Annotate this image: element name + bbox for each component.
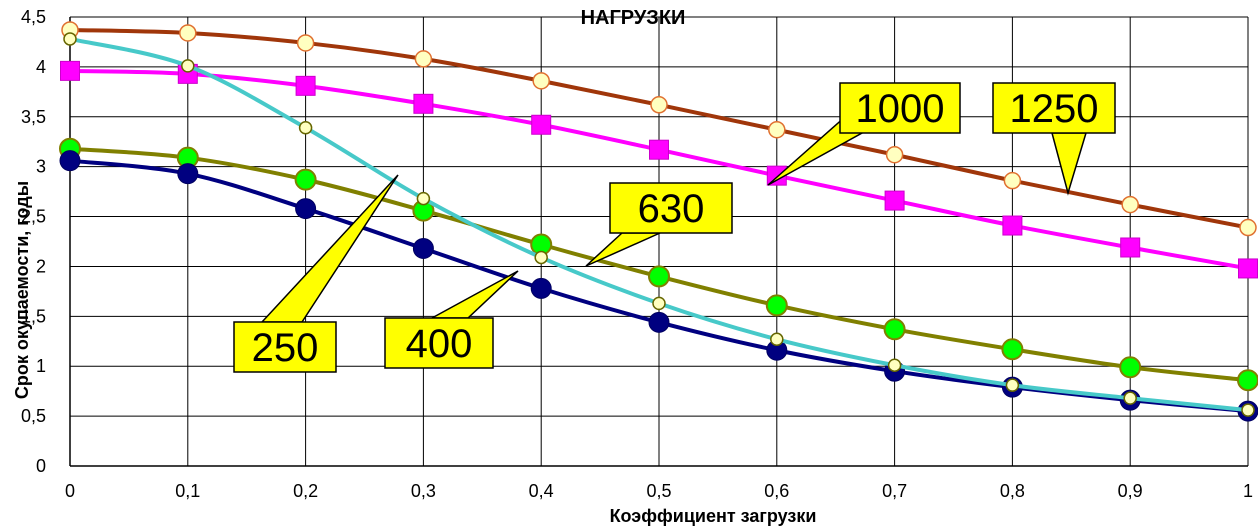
data-point-1250 (650, 96, 668, 114)
data-point-1000 (531, 114, 552, 135)
series-line-250 (69, 37, 1249, 413)
data-point-250 (181, 59, 195, 73)
callout-pointer (260, 174, 399, 323)
axes (69, 17, 1248, 467)
data-point-1000 (649, 139, 669, 160)
callout-630: 630 (585, 182, 733, 267)
data-point-1000 (1238, 258, 1258, 279)
x-tick-label: 0,3 (411, 481, 436, 501)
x-tick-label: 0 (65, 481, 75, 501)
data-point-400 (295, 198, 317, 220)
x-tick-label: 0,5 (646, 481, 671, 501)
data-point-1250 (768, 120, 786, 139)
callout-400: 400 (384, 270, 519, 369)
callout-box (233, 321, 337, 373)
chart-title: НАГРУЗКИ (581, 7, 686, 29)
data-point-1250 (1239, 218, 1257, 237)
data-point-1250 (885, 145, 904, 164)
callout-label: 1250 (1010, 87, 1099, 131)
x-tick-label: 0,6 (764, 481, 789, 501)
data-point-630 (765, 294, 788, 317)
data-point-250 (534, 250, 548, 265)
y-tick-label: 3,5 (21, 107, 46, 127)
series-250 (63, 32, 1255, 417)
x-tick-label: 0,9 (1118, 481, 1143, 501)
data-point-250 (1123, 391, 1137, 405)
data-point-630 (1001, 338, 1024, 361)
data-point-1250 (179, 24, 197, 42)
x-tick-label: 0,7 (882, 481, 907, 501)
x-tick-labels: 0 0,1 0,2 0,3 0,4 0,5 0,6 0,7 0,8 0,9 1 (65, 481, 1253, 501)
callout-label: 400 (406, 322, 473, 366)
data-point-630 (1119, 356, 1142, 379)
y-tick-label: 1,5 (21, 306, 46, 326)
callout-box (384, 317, 494, 369)
y-tick-label: 3 (36, 157, 46, 177)
series-1000 (60, 60, 1258, 279)
callout-label: 250 (252, 326, 319, 370)
data-point-250 (298, 121, 313, 135)
data-point-1250 (532, 72, 550, 90)
x-tick-label: 1 (1243, 481, 1253, 501)
data-point-250 (63, 32, 77, 46)
callout-pointer (585, 232, 661, 267)
y-tick-label: 0 (36, 456, 46, 476)
callout-pointer (431, 270, 519, 319)
x-tick-label: 0,2 (293, 481, 318, 501)
data-point-400 (648, 311, 670, 333)
callout-1000: 1000 (767, 82, 961, 186)
data-point-1000 (295, 75, 316, 96)
y-tick-label: 0,5 (21, 406, 46, 426)
x-tick-label: 0,1 (175, 481, 200, 501)
series-group (59, 21, 1258, 422)
series-1250 (61, 21, 1257, 237)
data-point-250 (770, 332, 784, 347)
data-point-1000 (1002, 215, 1023, 236)
data-point-250 (416, 191, 431, 206)
x-tick-label: 0,4 (529, 481, 554, 501)
data-point-1000 (60, 60, 80, 81)
data-point-630 (883, 318, 906, 341)
data-point-630 (648, 265, 670, 288)
y-tick-label: 2 (36, 256, 46, 276)
callout-250: 250 (233, 174, 399, 373)
data-point-250 (1241, 403, 1255, 417)
y-tick-label: 2,5 (21, 207, 46, 227)
callout-label: 1000 (856, 87, 945, 131)
data-point-400 (530, 277, 552, 299)
series-630 (59, 137, 1258, 392)
callout-box (839, 82, 961, 134)
data-point-630 (294, 168, 317, 191)
data-point-630 (1237, 369, 1258, 392)
data-point-400 (59, 150, 81, 172)
data-point-400 (177, 163, 199, 185)
y-tick-labels: 0 0,5 1 1,5 2 2,5 3 3,5 4 4,5 (21, 7, 46, 476)
y-tick-label: 4 (36, 57, 46, 77)
y-tick-label: 4,5 (21, 7, 46, 27)
data-point-1250 (296, 34, 315, 52)
data-point-250 (1005, 378, 1020, 392)
x-tick-label: 0,8 (1000, 481, 1025, 501)
callout-label: 630 (638, 187, 705, 231)
x-axis-label: Коэффициент загрузки (610, 506, 817, 526)
callout-pointer (1051, 132, 1088, 196)
data-point-250 (887, 358, 902, 372)
callouts: 250 400 630 1000 1250 (233, 82, 1116, 373)
data-point-1250 (414, 50, 433, 68)
data-point-250 (652, 296, 666, 311)
data-point-1000 (1120, 237, 1141, 258)
data-point-400 (412, 237, 434, 259)
y-tick-label: 1 (36, 356, 46, 376)
callout-1250: 1250 (992, 82, 1116, 196)
data-point-1250 (1003, 171, 1022, 190)
data-point-1000 (413, 93, 434, 114)
callout-box (609, 182, 733, 234)
callout-box (992, 82, 1116, 134)
data-point-1250 (1121, 195, 1139, 214)
y-axis-label: Срок окупаемости, годы (12, 181, 32, 399)
data-point-1000 (884, 190, 905, 211)
